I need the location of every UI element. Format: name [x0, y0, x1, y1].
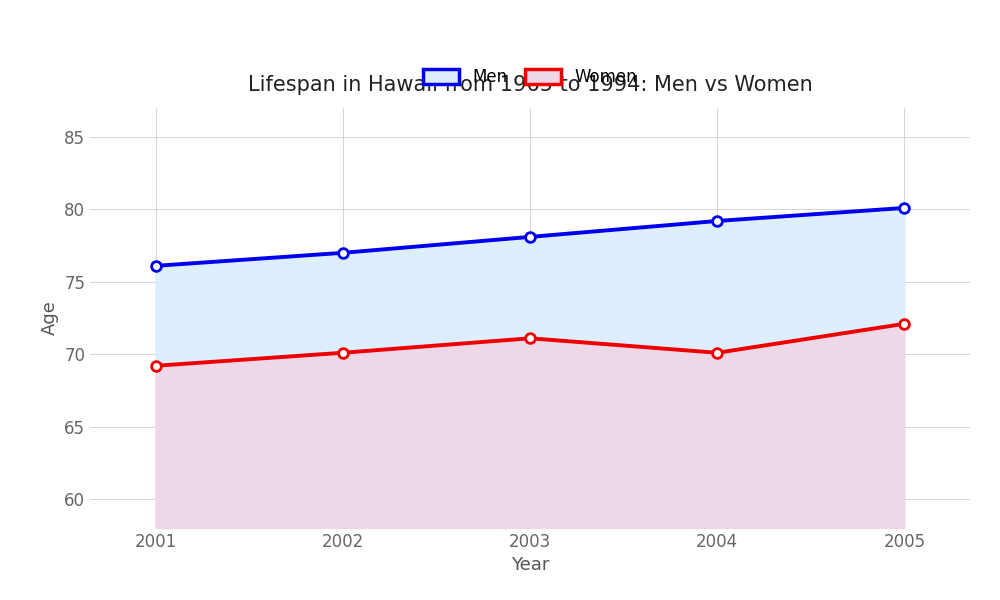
- X-axis label: Year: Year: [511, 556, 549, 574]
- Y-axis label: Age: Age: [41, 301, 59, 335]
- Legend: Men, Women: Men, Women: [416, 62, 644, 93]
- Title: Lifespan in Hawaii from 1965 to 1994: Men vs Women: Lifespan in Hawaii from 1965 to 1994: Me…: [248, 76, 812, 95]
